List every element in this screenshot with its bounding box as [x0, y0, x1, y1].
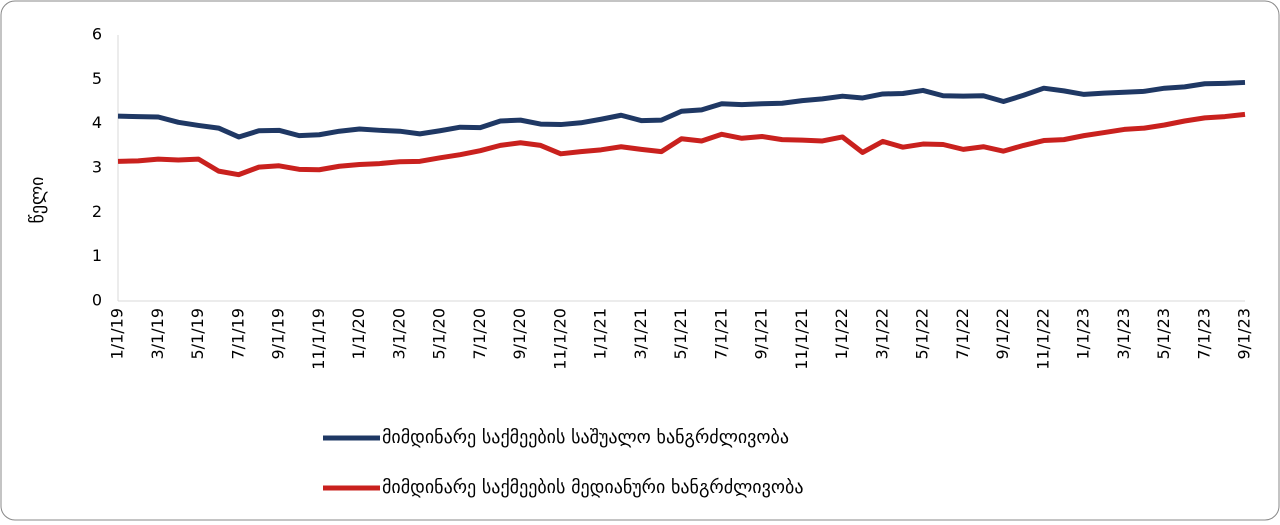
x-tick-label: 3/1/22 [872, 308, 891, 360]
y-tick-label: 0 [92, 291, 102, 310]
y-tick-label: 4 [92, 113, 102, 132]
x-tick-label: 7/1/19 [228, 308, 247, 360]
x-tick-label: 3/1/21 [631, 308, 650, 360]
legend-label: მიმდინარე საქმეების მედიანური ხანგრძლივო… [382, 477, 803, 498]
x-tick-label: 7/1/23 [1194, 308, 1213, 360]
y-axis-label: წელი [27, 177, 48, 224]
x-tick-label: 7/1/22 [953, 308, 972, 360]
x-tick-label: 5/1/20 [430, 308, 449, 360]
x-tick-label: 11/1/21 [792, 308, 811, 370]
line-series [117, 111, 1246, 178]
x-tick-label: 7/1/21 [711, 308, 730, 360]
x-tick-label: 1/1/20 [349, 308, 368, 360]
x-tick-label: 5/1/21 [671, 308, 690, 360]
y-tick-label: 6 [92, 25, 102, 44]
y-tick-label: 3 [92, 158, 102, 177]
x-tick-label: 5/1/19 [188, 308, 207, 360]
x-tick-label: 7/1/20 [470, 308, 489, 360]
x-tick-label: 3/1/20 [389, 308, 408, 360]
x-tick-label: 9/1/19 [269, 308, 288, 360]
x-tick-label: 11/1/20 [550, 308, 569, 370]
x-tick-label: 1/1/22 [832, 308, 851, 360]
x-tick-label: 5/1/22 [913, 308, 932, 360]
legend-label: მიმდინარე საქმეების საშუალო ხანგრძლივობა [382, 427, 789, 448]
x-tick-label: 3/1/19 [148, 308, 167, 360]
x-tick-label: 1/1/19 [108, 308, 127, 360]
x-tick-label: 11/1/19 [309, 308, 328, 370]
x-tick-label: 1/1/21 [591, 308, 610, 360]
x-tick-label: 1/1/23 [1074, 308, 1093, 360]
x-tick-label: 5/1/23 [1154, 308, 1173, 360]
x-tick-label: 9/1/21 [752, 308, 771, 360]
x-tick-label: 9/1/22 [993, 308, 1012, 360]
x-tick-label: 11/1/22 [1033, 308, 1052, 370]
x-tick-label: 9/1/20 [510, 308, 529, 360]
y-tick-label: 5 [92, 69, 102, 88]
x-tick-label: 3/1/23 [1114, 308, 1133, 360]
line-series [117, 79, 1246, 140]
y-tick-label: 2 [92, 202, 102, 221]
x-tick-label: 9/1/23 [1235, 308, 1254, 360]
y-tick-label: 1 [92, 246, 102, 265]
